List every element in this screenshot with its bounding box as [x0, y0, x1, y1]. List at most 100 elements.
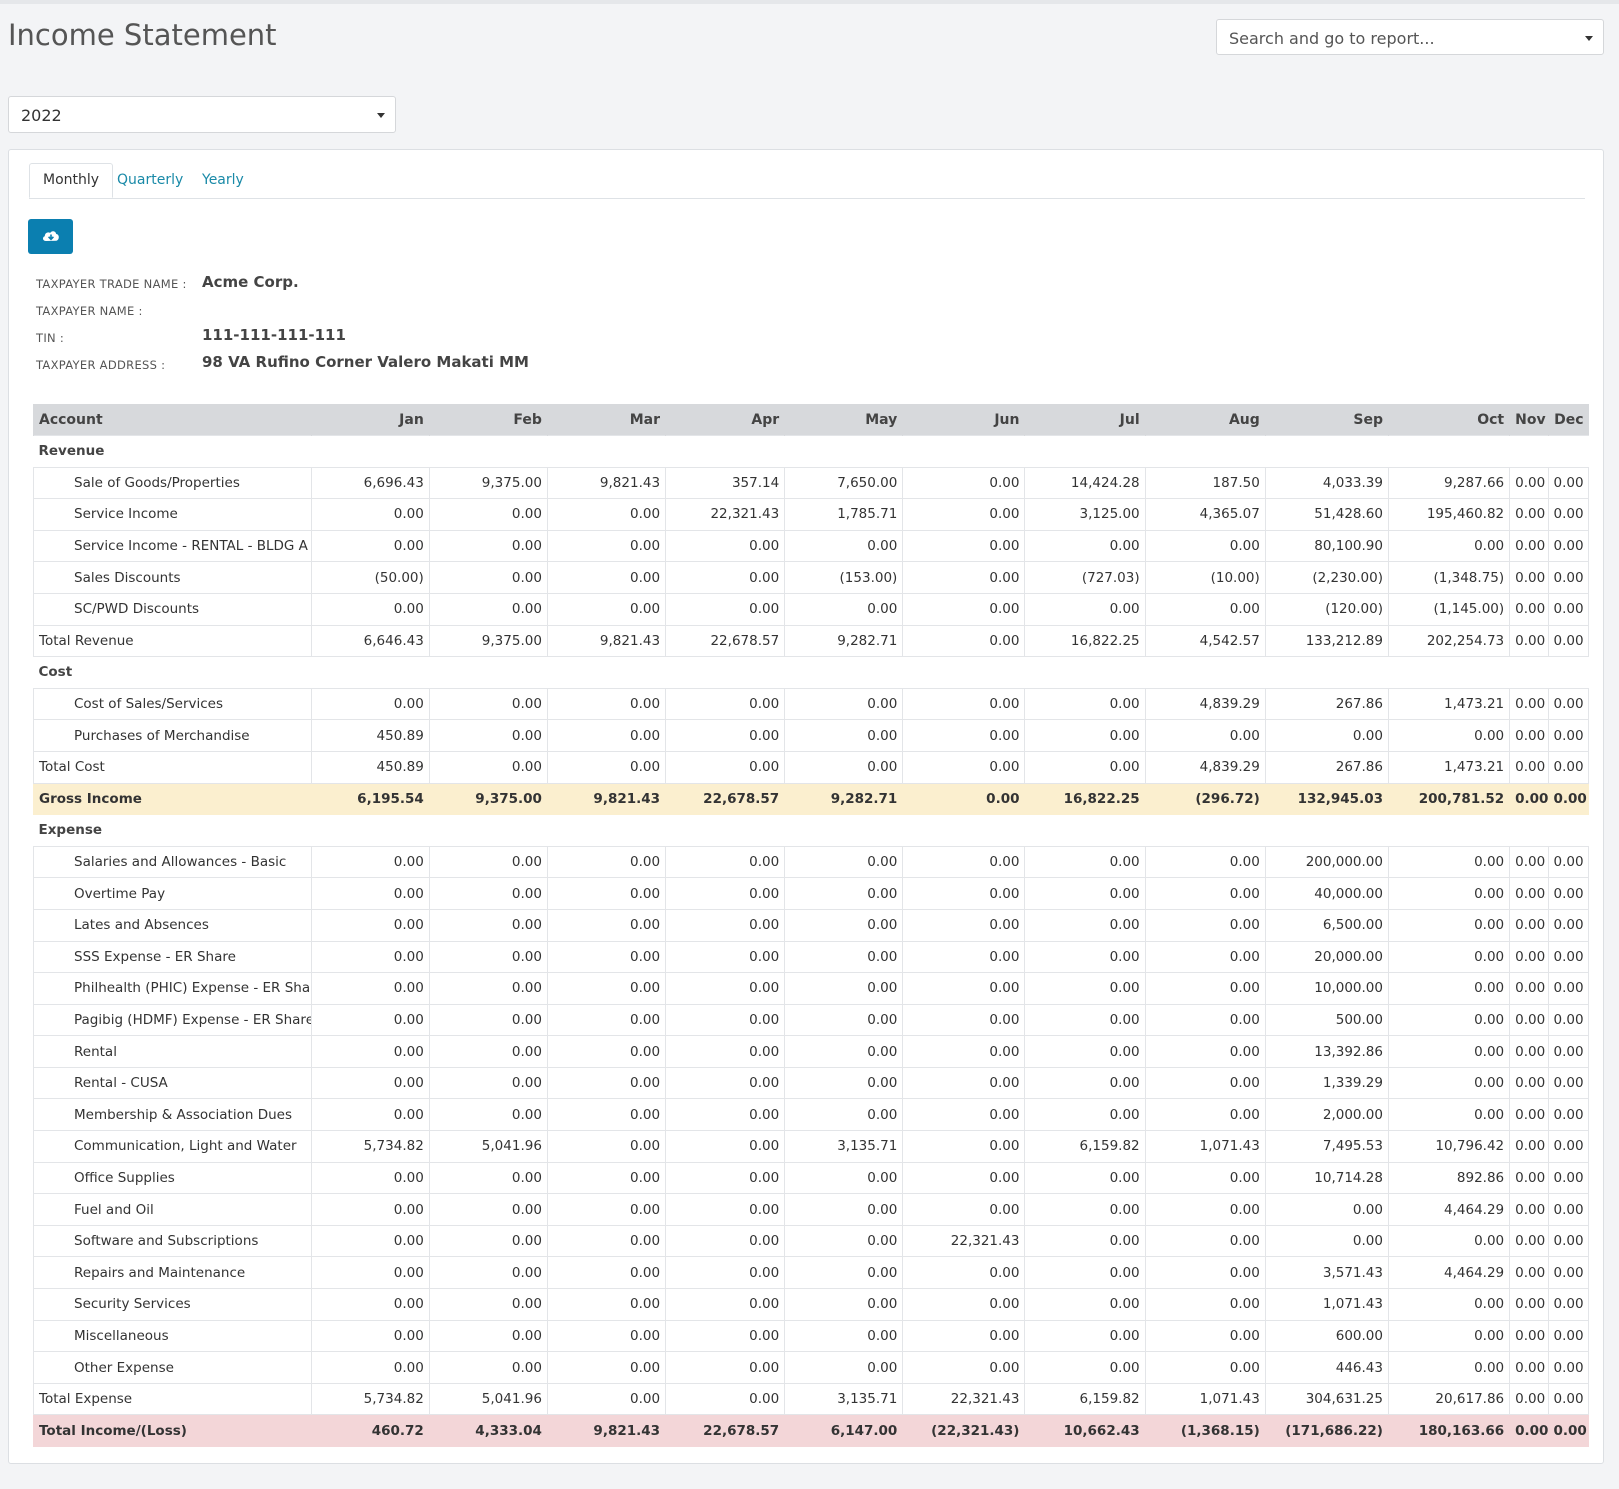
amount-cell: 0.00 [665, 1288, 786, 1321]
amount-cell: 6,147.00 [784, 1414, 904, 1447]
amount-cell: 0.00 [1547, 1351, 1589, 1384]
amount-cell: 0.00 [428, 877, 548, 910]
amount-cell: 0.00 [428, 1003, 548, 1037]
report-search-select[interactable]: Search and go to report... [1216, 19, 1604, 55]
amount-cell: 0.00 [1547, 1035, 1589, 1068]
amount-cell: 0.00 [902, 940, 1026, 974]
amount-cell: 0.00 [310, 908, 430, 942]
amount-cell: 0.00 [1547, 1003, 1589, 1037]
amount-cell: 0.00 [1144, 1035, 1266, 1068]
tab-quarterly[interactable]: Quarterly [117, 172, 184, 188]
tin-value: 111-111-111-111 [202, 326, 346, 344]
amount-cell: 0.00 [1144, 1161, 1266, 1195]
amount-cell: 9,375.00 [428, 624, 548, 658]
amount-cell: 9,282.71 [784, 624, 904, 658]
amount-cell: 10,000.00 [1264, 972, 1389, 1005]
amount-cell: 0.00 [665, 908, 786, 942]
amount-cell: 0.00 [1387, 908, 1511, 942]
amount-cell: 0.00 [1509, 750, 1549, 784]
table-row: Sales Discounts (50.00) 0.00 0.00 0.00 (153.0… [33, 561, 1589, 594]
amount-cell: 0.00 [1547, 561, 1589, 594]
amount-cell: (296.72) [1144, 782, 1266, 816]
amount-cell: 0.00 [310, 877, 430, 910]
amount-cell: 0.00 [310, 1256, 430, 1290]
amount-cell: 0.00 [310, 1066, 430, 1100]
account-label: Salaries and Allowances - Basic [33, 845, 312, 879]
amount-cell: 0.00 [546, 1256, 667, 1290]
account-label: Total Income/(Loss) [33, 1414, 312, 1447]
amount-cell: 0.00 [1547, 782, 1589, 816]
amount-cell: (1,368.15) [1144, 1414, 1266, 1447]
amount-cell: 0.00 [1024, 877, 1146, 910]
amount-cell: 200,781.52 [1387, 782, 1511, 816]
amount-cell: 0.00 [1547, 1288, 1589, 1321]
tab-monthly[interactable]: Monthly [29, 163, 114, 198]
amount-cell: 0.00 [1509, 1288, 1549, 1321]
table-row: Other Expense 0.00 0.00 0.00 0.00 0.00 0.00 0.0… [33, 1351, 1589, 1384]
table-row: Philhealth (PHIC) Expense - ER Share 0.00… [33, 972, 1589, 1005]
amount-cell: 0.00 [1509, 1224, 1549, 1258]
amount-cell: 0.00 [1387, 940, 1511, 974]
account-label: Software and Subscriptions [33, 1224, 312, 1258]
amount-cell: 0.00 [784, 1161, 904, 1195]
account-label: Service Income [33, 498, 312, 531]
column-header-apr: Apr [665, 404, 785, 436]
amount-cell: 0.00 [546, 1161, 667, 1195]
table-row: Cost of Sales/Services 0.00 0.00 0.00 0.00 0.… [33, 687, 1589, 721]
amount-cell: 0.00 [310, 1193, 430, 1226]
amount-cell: 7,495.53 [1264, 1130, 1389, 1163]
amount-cell: 13,392.86 [1264, 1035, 1389, 1068]
amount-cell: 0.00 [1024, 750, 1146, 784]
amount-cell: 0.00 [1144, 1288, 1266, 1321]
amount-cell: 0.00 [428, 1256, 548, 1290]
table-row: Membership & Association Dues 0.00 0.00 0.0… [33, 1098, 1589, 1132]
amount-cell: 0.00 [784, 845, 904, 879]
amount-cell: 2,000.00 [1264, 1098, 1389, 1132]
column-header-sep: Sep [1264, 404, 1389, 436]
amount-cell: 0.00 [665, 877, 786, 910]
amount-cell: 0.00 [902, 1035, 1026, 1068]
amount-cell: 0.00 [902, 1351, 1026, 1384]
amount-cell: 0.00 [1024, 940, 1146, 974]
amount-cell: 0.00 [1547, 719, 1589, 752]
amount-cell: 4,839.29 [1144, 687, 1266, 721]
amount-cell: 1,071.43 [1144, 1130, 1266, 1163]
amount-cell: 0.00 [902, 1193, 1026, 1226]
amount-cell: 0.00 [1547, 1256, 1589, 1290]
download-button[interactable] [28, 219, 73, 254]
amount-cell: 0.00 [902, 1130, 1026, 1163]
tab-yearly[interactable]: Yearly [202, 172, 244, 188]
amount-cell: 9,375.00 [428, 466, 548, 500]
account-label: Lates and Absences [33, 908, 312, 942]
amount-cell: 0.00 [1144, 1066, 1266, 1100]
amount-cell: 0.00 [665, 1382, 786, 1416]
amount-cell: 0.00 [1387, 877, 1511, 910]
amount-cell: 0.00 [1387, 1288, 1511, 1321]
amount-cell: 0.00 [310, 940, 430, 974]
amount-cell: 0.00 [1547, 908, 1589, 942]
amount-cell: 0.00 [902, 529, 1026, 563]
year-select[interactable]: 2022 [8, 96, 396, 133]
amount-cell: 0.00 [1024, 1224, 1146, 1258]
amount-cell: 0.00 [428, 1161, 548, 1195]
amount-cell: 0.00 [546, 1319, 667, 1353]
amount-cell: 0.00 [546, 1382, 667, 1416]
amount-cell: 500.00 [1264, 1003, 1389, 1037]
amount-cell: (2,230.00) [1264, 561, 1389, 594]
amount-cell: 0.00 [546, 1288, 667, 1321]
amount-cell: 0.00 [902, 1161, 1026, 1195]
table-row: Pagibig (HDMF) Expense - ER Share 0.00 0.0… [33, 1003, 1589, 1037]
amount-cell: 0.00 [1144, 1319, 1266, 1353]
amount-cell: 0.00 [784, 972, 904, 1005]
amount-cell: 0.00 [1509, 1351, 1549, 1384]
amount-cell: 0.00 [1547, 687, 1589, 721]
amount-cell: 3,135.71 [784, 1130, 904, 1163]
amount-cell: 6,159.82 [1024, 1382, 1146, 1416]
amount-cell: 0.00 [1144, 940, 1266, 974]
amount-cell: 0.00 [1144, 1193, 1266, 1226]
amount-cell: 4,464.29 [1387, 1193, 1511, 1226]
amount-cell: 0.00 [1547, 1224, 1589, 1258]
total-row: Total Cost 450.89 0.00 0.00 0.00 0.00 0.00 0.00… [33, 750, 1589, 784]
amount-cell: 10,714.28 [1264, 1161, 1389, 1195]
table-row: Miscellaneous 0.00 0.00 0.00 0.00 0.00 0.00 0.0… [33, 1319, 1589, 1353]
